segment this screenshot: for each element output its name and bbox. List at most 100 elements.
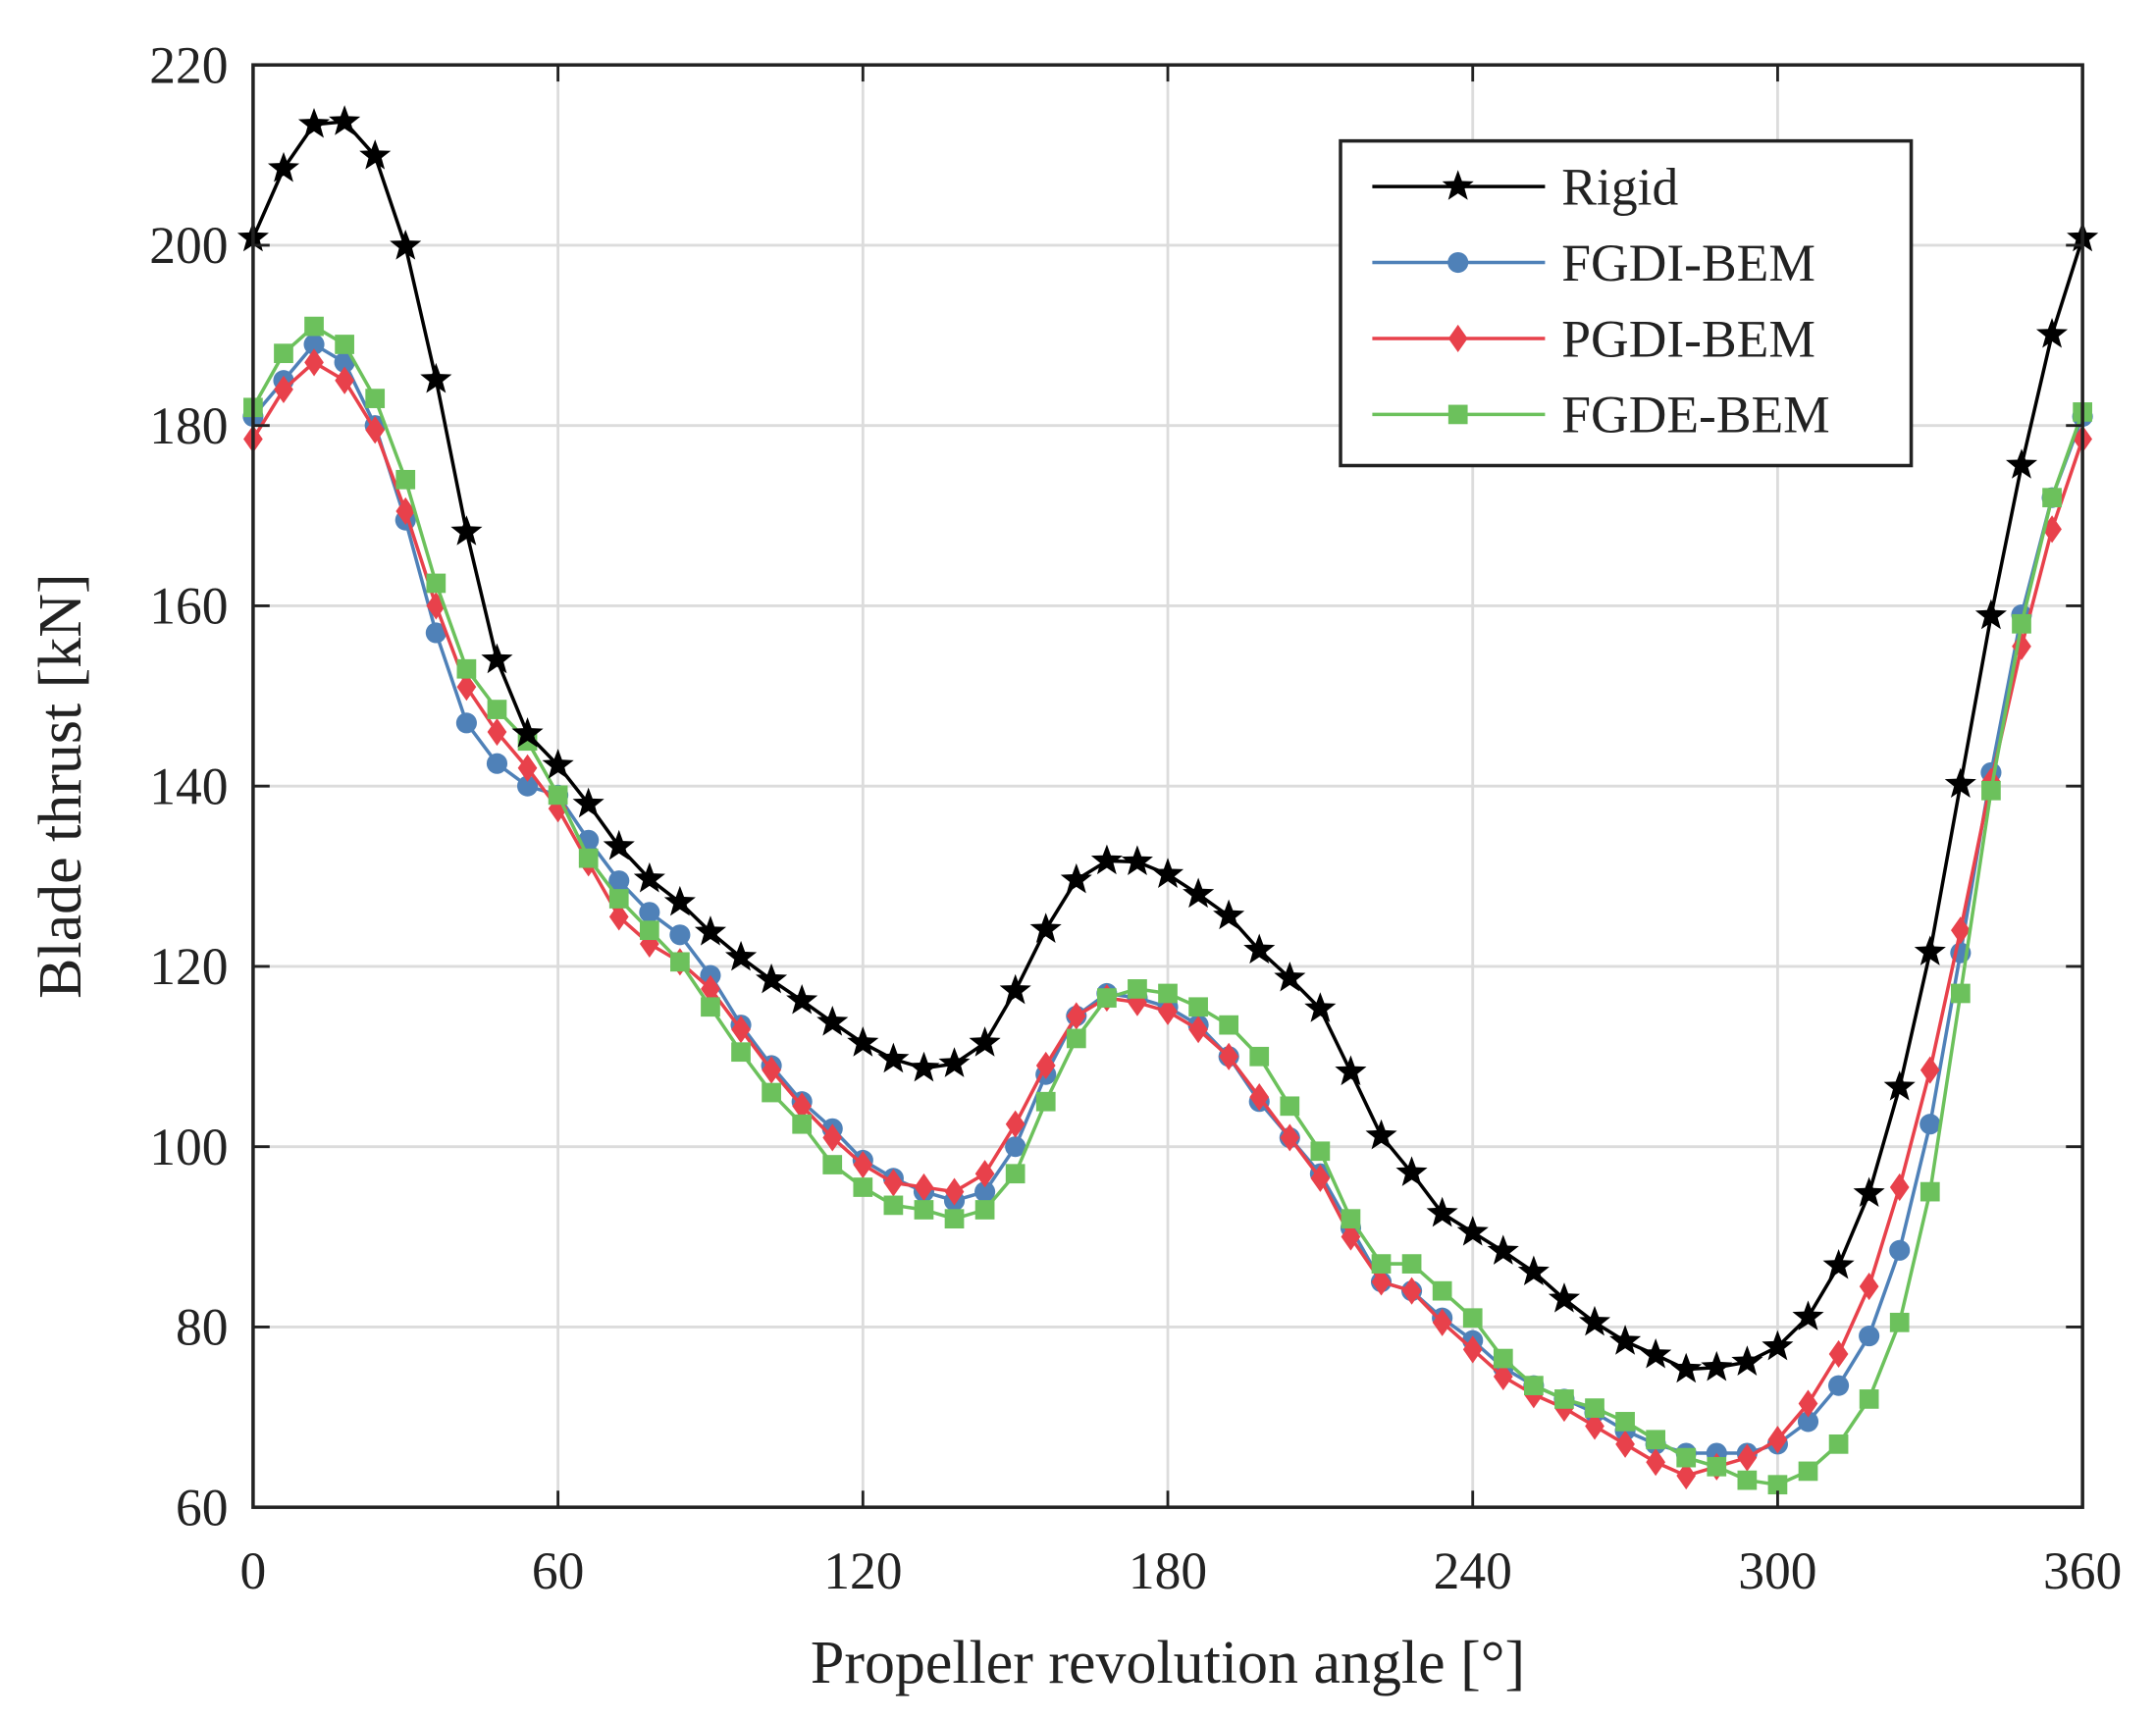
data-point [420, 362, 452, 393]
data-point [944, 1177, 965, 1206]
data-point [1371, 1254, 1392, 1274]
data-point [1889, 1239, 1911, 1261]
y-axis-label: Blade thrust [kN] [27, 573, 94, 998]
data-point [603, 829, 635, 860]
data-point [1707, 1456, 1727, 1477]
data-point [1188, 1016, 1208, 1044]
data-point [1158, 997, 1178, 1025]
data-point [633, 861, 665, 893]
data-point [1493, 1362, 1513, 1391]
data-point [1304, 992, 1337, 1022]
y-tick-label: 100 [149, 1118, 228, 1176]
y-tick-label: 220 [149, 35, 228, 94]
data-point [2035, 317, 2069, 348]
data-point [762, 1082, 781, 1103]
data-point [1249, 1046, 1270, 1067]
data-point [974, 1181, 996, 1203]
data-point [914, 1173, 934, 1202]
ticks: 0 60 120 180 240 300 3606080100120140160180200… [149, 35, 2122, 1600]
legend-marker [1447, 324, 1468, 353]
data-point [1828, 1375, 1850, 1396]
data-point [853, 1177, 873, 1197]
data-point [365, 416, 386, 444]
y-tick-label: 200 [149, 216, 228, 275]
legend-marker [1447, 251, 1469, 274]
data-point [1548, 1282, 1581, 1313]
data-point [511, 717, 544, 748]
data-point [1981, 780, 2001, 801]
data-point [877, 1042, 910, 1073]
data-point [1426, 1196, 1458, 1227]
data-point [731, 1042, 751, 1063]
legend-entry: PGDI-BEM [1561, 309, 1815, 368]
legend-entry: Rigid [1561, 157, 1678, 216]
data-point [2012, 613, 2031, 634]
data-point [762, 1056, 781, 1084]
data-point [938, 1047, 971, 1077]
data-point [303, 334, 325, 355]
data-point [1792, 1300, 1824, 1330]
data-point [608, 889, 629, 909]
data-point [1883, 1070, 1916, 1101]
data-point [1767, 1475, 1788, 1495]
data-point [1243, 933, 1276, 964]
data-point [1974, 599, 2007, 630]
data-point [1060, 862, 1092, 894]
data-point [1797, 1411, 1819, 1433]
data-point [1341, 1223, 1361, 1251]
data-point [1365, 1119, 1397, 1150]
data-point [792, 1114, 813, 1134]
data-point [1914, 935, 1946, 965]
data-point [1401, 1254, 1422, 1274]
data-point [1219, 1015, 1239, 1035]
y-tick-label: 80 [176, 1298, 229, 1357]
data-point [456, 673, 477, 702]
data-point [694, 915, 727, 946]
data-point [1274, 961, 1306, 992]
data-point [297, 107, 331, 138]
data-point [974, 1160, 995, 1188]
data-point [1035, 1091, 1056, 1112]
data-point [548, 785, 568, 806]
data-point [334, 351, 355, 373]
data-point [1151, 858, 1184, 888]
data-point [847, 1026, 879, 1057]
data-point [1335, 1055, 1367, 1086]
data-point [359, 139, 392, 170]
data-point [487, 717, 507, 747]
data-point [608, 903, 629, 931]
data-point [1853, 1176, 1885, 1208]
x-tick-label: 240 [1434, 1541, 1512, 1600]
data-point [663, 885, 696, 916]
data-point [516, 775, 539, 797]
data-point [974, 1200, 995, 1220]
data-point [1585, 1412, 1604, 1440]
data-point [2012, 632, 2031, 660]
data-point [1762, 1329, 1794, 1361]
data-point [944, 1209, 965, 1229]
data-point [1183, 877, 1215, 909]
data-point [1919, 1114, 1941, 1135]
data-point [1578, 1305, 1611, 1336]
data-point [1615, 1430, 1635, 1458]
data-point [1493, 1348, 1513, 1369]
data-point [639, 920, 659, 941]
data-point [1029, 912, 1062, 943]
data-point [1213, 899, 1245, 930]
y-tick-label: 180 [149, 396, 228, 455]
data-point [1640, 1337, 1672, 1369]
data-point [701, 974, 720, 1003]
data-point [1615, 1412, 1635, 1432]
data-point [1798, 1389, 1818, 1418]
series-rigid [237, 105, 2099, 1383]
x-tick-label: 0 [240, 1541, 267, 1600]
data-point [1828, 1433, 1849, 1454]
data-point [725, 940, 758, 971]
data-point [914, 1200, 934, 1220]
x-tick-label: 360 [2043, 1541, 2122, 1600]
data-point [1798, 1461, 1818, 1482]
x-tick-label: 300 [1738, 1541, 1816, 1600]
data-point [639, 902, 660, 923]
data-point [816, 1006, 849, 1036]
